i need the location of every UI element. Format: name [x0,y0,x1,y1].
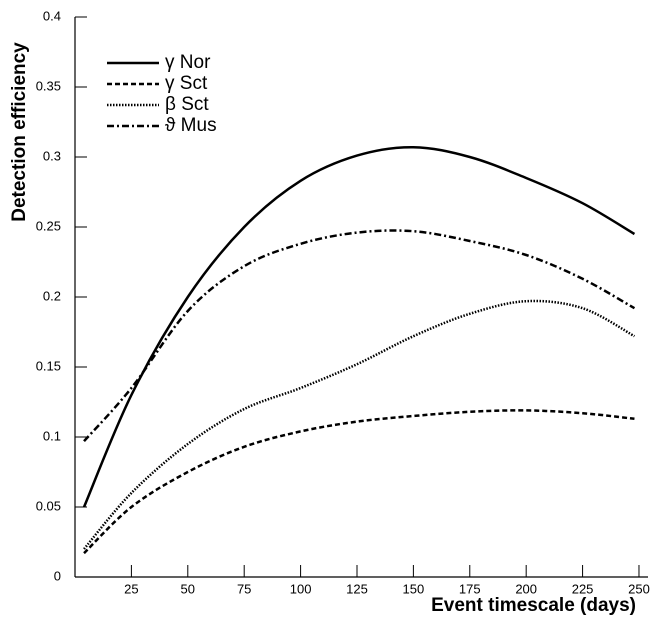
y-tick-label: 0.3 [43,148,61,163]
y-tick-label: 0.1 [43,428,61,443]
legend-label: β Sct [165,94,209,115]
x-tick-label: 175 [459,581,481,596]
x-tick-label: 100 [290,581,312,596]
legend-label: γ Nor [165,52,211,73]
x-tick-label: 25 [124,581,138,596]
x-tick-label: 225 [572,581,594,596]
y-tick-label: 0 [54,568,61,583]
x-tick-label: 75 [237,581,251,596]
x-tick-label: 50 [181,581,195,596]
line-series [83,229,636,443]
line-series [83,409,635,555]
x-tick-label: 200 [515,581,537,596]
legend-label: ϑ Mus [165,115,217,136]
y-tick-label: 0.4 [43,8,61,23]
y-axis-title: Detection efficiency [9,42,30,222]
y-tick-label: 0.15 [36,358,61,373]
y-tick-label: 0.2 [43,288,61,303]
y-tick-label: 0.35 [36,78,61,93]
x-tick-label: 250 [628,581,650,596]
x-tick-label: 125 [346,581,368,596]
line-series [82,145,636,508]
y-tick-label: 0.25 [36,218,61,233]
legend-label: γ Sct [165,73,208,94]
line-series [83,299,636,550]
x-tick-label: 150 [403,581,425,596]
y-tick-label: 0.05 [36,498,61,513]
x-axis-title: Event timescale (days) [431,595,636,616]
